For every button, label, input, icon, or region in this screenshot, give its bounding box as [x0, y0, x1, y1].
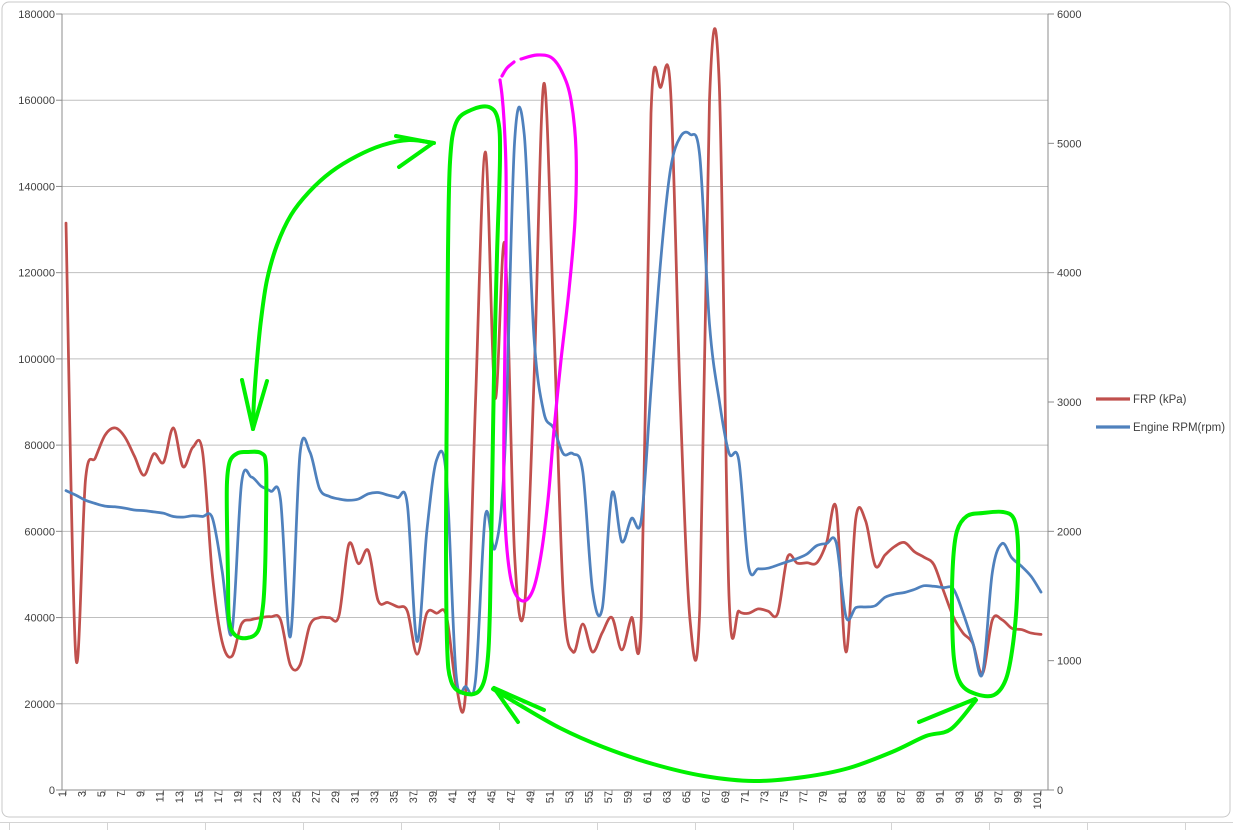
green-arrow-upper-shaft[interactable] [251, 137, 436, 429]
green-circle-dip-pts17-21[interactable] [224, 449, 269, 641]
left-axis-label: 120000 [18, 268, 55, 280]
x-axis-label: 43 [467, 791, 479, 803]
left-axis-label: 160000 [18, 95, 55, 107]
x-axis-label: 69 [720, 791, 732, 803]
x-axis-label: 61 [642, 791, 654, 803]
left-axis-label: 180000 [18, 9, 55, 21]
x-axis-label: 37 [408, 791, 420, 803]
x-axis-label: 89 [915, 791, 927, 803]
green-arrow-upper-down-barb-left[interactable] [240, 378, 255, 431]
legend-item-frp[interactable]: FRP (kPa) [1096, 394, 1187, 406]
x-axis-label: 7 [116, 791, 128, 797]
right-axis-label: 4000 [1057, 268, 1081, 280]
green-arrow-bottom-shaft[interactable] [491, 687, 978, 784]
legend: FRP (kPa) Engine RPM(rpm) [1096, 394, 1225, 434]
x-axis-label: 49 [525, 791, 537, 803]
x-axis-label: 51 [545, 791, 557, 803]
x-axis-label: 5 [96, 791, 108, 797]
legend-rpm-label: Engine RPM(rpm) [1133, 422, 1225, 434]
left-axis-label: 20000 [24, 699, 55, 711]
x-axis-label: 57 [603, 791, 615, 803]
green-arrow-bottom-right-barb[interactable] [917, 697, 977, 724]
x-axis-label: 101 [1032, 791, 1044, 809]
x-axis-label: 55 [584, 791, 596, 803]
x-axis-label: 77 [798, 791, 810, 803]
right-axis-label: 3000 [1057, 397, 1081, 409]
right-axis-label: 2000 [1057, 526, 1081, 538]
right-axis-label: 5000 [1057, 138, 1081, 150]
x-axis-label: 21 [252, 791, 264, 803]
x-axis-label: 41 [447, 791, 459, 803]
x-axis-label: 9 [135, 791, 147, 797]
x-axis-label: 1 [57, 791, 69, 797]
x-axis-label: 75 [779, 791, 791, 803]
x-axis-label: 65 [681, 791, 693, 803]
rpm-series-line[interactable] [64, 105, 1043, 697]
x-axis-label: 59 [623, 791, 635, 803]
green-arrow-upper-right-barb-bottom[interactable] [397, 141, 435, 169]
left-axis-label: 100000 [18, 354, 55, 366]
x-axis-label: 39 [428, 791, 440, 803]
x-axis-label: 71 [740, 791, 752, 803]
x-axis-label: 87 [896, 791, 908, 803]
x-axis-label: 3 [77, 791, 89, 797]
green-arrow-bottom-left-barb-a[interactable] [492, 686, 546, 712]
x-axis-label: 99 [1013, 791, 1025, 803]
x-axis-label: 17 [213, 791, 225, 803]
right-axis-label: 0 [1057, 785, 1063, 797]
x-axis-label: 93 [954, 791, 966, 803]
x-axis-label: 29 [330, 791, 342, 803]
x-axis-label: 85 [876, 791, 888, 803]
x-axis-label: 81 [837, 791, 849, 803]
green-arrow-bottom-left-barb-b[interactable] [492, 686, 520, 724]
x-axis-label: 83 [857, 791, 869, 803]
green-arrow-upper-down-barb-right[interactable] [251, 379, 269, 431]
x-axis-label: 91 [935, 791, 947, 803]
plot-gridlines [62, 13, 1048, 705]
right-axis-label: 6000 [1057, 9, 1081, 21]
x-axis-label: 11 [155, 791, 167, 802]
green-circle-dip-pts94-97[interactable] [949, 509, 1021, 699]
left-axis-label: 140000 [18, 181, 55, 193]
x-axis-label: 73 [759, 791, 771, 803]
x-axis-label: 33 [369, 791, 381, 803]
left-axis-label: 60000 [24, 526, 55, 538]
left-axis-label: 80000 [24, 440, 55, 452]
x-axis-label: 63 [662, 791, 674, 803]
magenta-circle-pts47-52-main[interactable] [498, 53, 578, 603]
x-axis-label: 15 [194, 791, 206, 803]
legend-item-rpm[interactable]: Engine RPM(rpm) [1096, 422, 1225, 434]
x-axis-label: 53 [564, 791, 576, 803]
x-axis-label: 35 [389, 791, 401, 803]
right-axis-label: 1000 [1057, 656, 1081, 668]
green-circle-spike-pts42-46[interactable] [444, 104, 503, 697]
x-axis-label: 47 [506, 791, 518, 803]
worksheet-gridlines [0, 822, 1233, 830]
axes[interactable] [56, 13, 1054, 795]
magenta-circle-pts47-52-tail[interactable] [500, 60, 516, 78]
x-axis-label: 27 [311, 791, 323, 803]
left-axis-label: 0 [49, 785, 55, 797]
legend-frp-label: FRP (kPa) [1133, 394, 1187, 406]
x-axis-label: 95 [974, 791, 986, 803]
x-axis-label: 23 [272, 791, 284, 803]
ink-annotations[interactable] [224, 53, 1021, 784]
x-axis-label: 13 [174, 791, 186, 803]
x-axis-label: 25 [291, 791, 303, 803]
x-axis-label: 45 [486, 791, 498, 803]
x-axis-label: 79 [818, 791, 830, 803]
x-axis-label: 67 [701, 791, 713, 803]
x-axis-label: 19 [233, 791, 245, 803]
x-axis-label: 97 [993, 791, 1005, 803]
left-axis-label: 40000 [24, 613, 55, 625]
axis-labels: 0200004000060000800001000001200001400001… [18, 9, 1081, 809]
x-axis-label: 31 [350, 791, 362, 803]
green-arrow-upper-right-barb-top[interactable] [394, 134, 435, 145]
